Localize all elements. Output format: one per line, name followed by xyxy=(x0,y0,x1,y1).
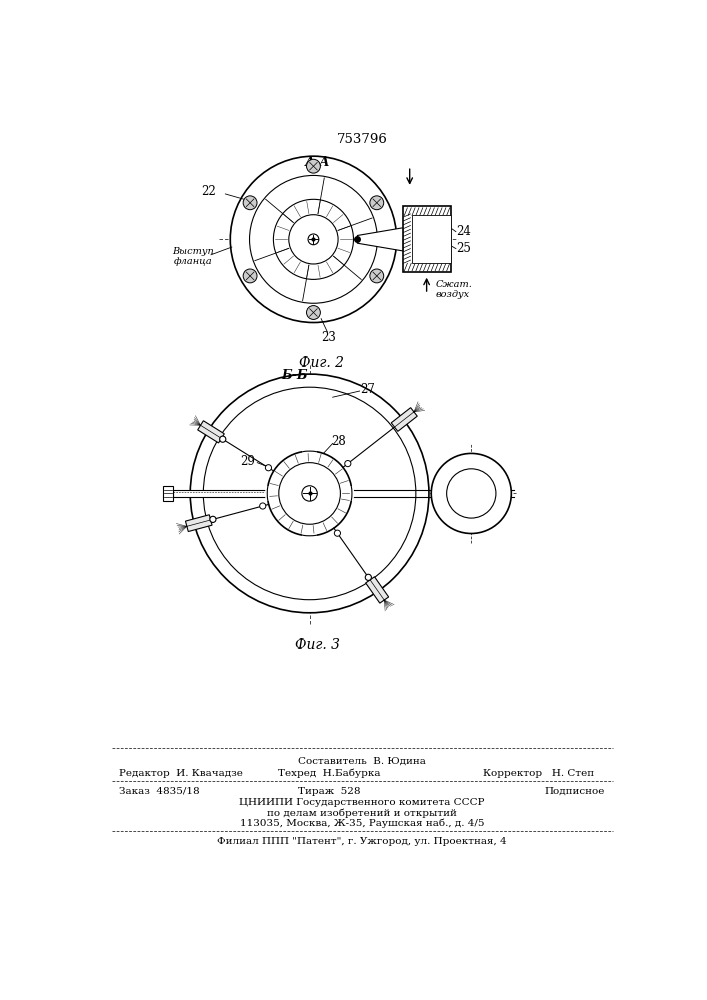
Ellipse shape xyxy=(302,486,317,501)
Ellipse shape xyxy=(447,469,496,518)
Ellipse shape xyxy=(220,436,226,442)
Polygon shape xyxy=(391,408,417,431)
Ellipse shape xyxy=(274,199,354,279)
Ellipse shape xyxy=(308,234,319,245)
Ellipse shape xyxy=(345,461,351,467)
Ellipse shape xyxy=(370,269,384,283)
Text: Б-Б: Б-Б xyxy=(281,369,308,382)
Text: Составитель  В. Юдина: Составитель В. Юдина xyxy=(298,757,426,766)
Ellipse shape xyxy=(279,463,340,524)
Ellipse shape xyxy=(366,574,371,580)
Text: 24: 24 xyxy=(457,225,472,238)
Text: ЦНИИПИ Государственного комитета СССР: ЦНИИПИ Государственного комитета СССР xyxy=(239,798,485,807)
Ellipse shape xyxy=(210,516,216,522)
Polygon shape xyxy=(357,228,403,251)
Ellipse shape xyxy=(230,156,397,323)
Text: Заказ  4835/18: Заказ 4835/18 xyxy=(119,787,200,796)
Bar xyxy=(403,206,450,272)
Text: 28: 28 xyxy=(332,435,346,448)
Ellipse shape xyxy=(190,374,429,613)
Text: Сжат.
воздух: Сжат. воздух xyxy=(436,280,473,299)
Ellipse shape xyxy=(431,453,511,533)
Text: 27: 27 xyxy=(360,383,375,396)
Text: Редактор  И. Квачадзе: Редактор И. Квачадзе xyxy=(119,769,243,778)
Ellipse shape xyxy=(250,175,378,303)
Polygon shape xyxy=(198,421,224,443)
Bar xyxy=(412,215,450,263)
Text: 23: 23 xyxy=(322,331,337,344)
Text: 753796: 753796 xyxy=(337,133,387,146)
Text: Техред  Н.Бабурка: Техред Н.Бабурка xyxy=(278,769,380,778)
Ellipse shape xyxy=(288,215,338,264)
Text: 25: 25 xyxy=(457,242,472,255)
Ellipse shape xyxy=(334,530,341,536)
Ellipse shape xyxy=(204,387,416,600)
Ellipse shape xyxy=(307,159,320,173)
Ellipse shape xyxy=(243,196,257,210)
Ellipse shape xyxy=(307,306,320,319)
Ellipse shape xyxy=(259,503,266,509)
Ellipse shape xyxy=(265,465,271,471)
Text: 29: 29 xyxy=(240,455,255,468)
Bar xyxy=(163,486,173,501)
Text: Тираж  528: Тираж 528 xyxy=(298,787,360,796)
Polygon shape xyxy=(366,577,389,603)
Ellipse shape xyxy=(370,196,384,210)
Ellipse shape xyxy=(267,451,352,536)
Text: А-А: А-А xyxy=(305,156,330,169)
Bar xyxy=(173,490,267,497)
Text: Фиг. 3: Фиг. 3 xyxy=(295,638,340,652)
Text: Подписное: Подписное xyxy=(544,787,604,796)
Text: Корректор   Н. Степ: Корректор Н. Степ xyxy=(483,769,594,778)
Text: Филиал ППП "Патент", г. Ужгород, ул. Проектная, 4: Филиал ППП "Патент", г. Ужгород, ул. Про… xyxy=(217,837,507,846)
Text: Выступ
фланца: Выступ фланца xyxy=(173,247,214,266)
Polygon shape xyxy=(185,515,212,532)
Text: 22: 22 xyxy=(201,185,216,198)
Text: по делам изобретений и открытий: по делам изобретений и открытий xyxy=(267,808,457,818)
Text: Фиг. 2: Фиг. 2 xyxy=(298,356,344,370)
Ellipse shape xyxy=(243,269,257,283)
Text: 113035, Москва, Ж-35, Раушская наб., д. 4/5: 113035, Москва, Ж-35, Раушская наб., д. … xyxy=(240,818,484,828)
